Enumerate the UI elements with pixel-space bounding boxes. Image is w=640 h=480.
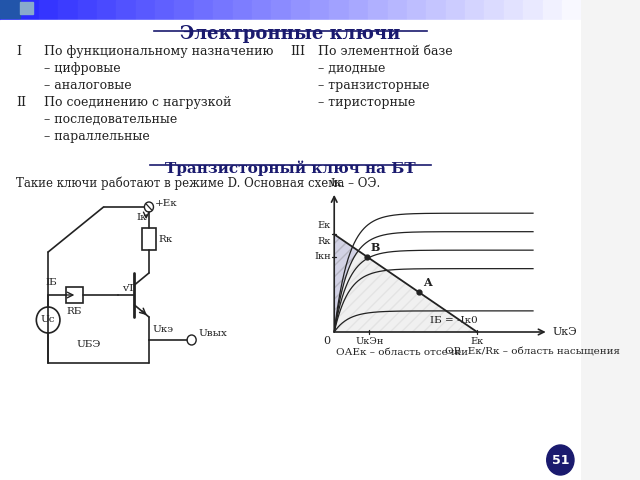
Text: Транзисторный ключ на БТ: Транзисторный ключ на БТ [165,160,416,176]
Text: По соединению с нагрузкой: По соединению с нагрузкой [44,96,231,109]
Bar [213,0,234,20]
Text: – параллельные: – параллельные [44,130,149,143]
Bar [523,0,543,20]
Text: По элементной базе: По элементной базе [318,45,452,58]
Text: UкЭ: UкЭ [552,327,577,337]
Bar [426,0,447,20]
Text: – последовательные: – последовательные [44,113,177,126]
Bar [155,0,175,20]
Text: RБ: RБ [67,307,82,316]
Text: Iк: Iк [136,213,147,221]
Bar [407,0,427,20]
Text: 0: 0 [323,336,331,346]
Bar [387,0,408,20]
Text: Uвых: Uвых [198,329,227,338]
Text: Такие ключи работают в режиме D. Основная схема – ОЭ.: Такие ключи работают в режиме D. Основна… [17,177,381,191]
Bar [445,0,466,20]
Text: Iкн: Iкн [314,252,331,261]
Bar [77,0,98,20]
Text: +Ек: +Ек [156,200,178,208]
Bar [20,2,33,14]
Text: Eк: Eк [317,221,331,230]
Bar [194,0,214,20]
Bar [504,0,524,20]
Text: III: III [291,45,306,58]
Bar [484,0,505,20]
Text: ОВ  Eк/Rк – область насыщения: ОВ Eк/Rк – область насыщения [445,348,620,357]
Bar [174,0,195,20]
Text: B: B [371,242,380,253]
Text: Uс: Uс [41,315,56,324]
Bar [291,0,311,20]
Text: IБ = -Iк0: IБ = -Iк0 [431,316,478,324]
Text: A: A [423,277,431,288]
Text: По функциональному назначению: По функциональному назначению [44,45,273,58]
Bar [252,0,272,20]
Text: UБЭ: UБЭ [77,340,101,349]
Text: vT: vT [122,284,134,293]
Bar [310,0,330,20]
Text: – аналоговые: – аналоговые [44,79,131,92]
Bar [116,0,136,20]
Circle shape [547,445,574,475]
Text: – транзисторные: – транзисторные [318,79,429,92]
Text: – цифровые: – цифровые [44,62,120,75]
Text: Iк: Iк [330,178,342,188]
Text: Электронные ключи: Электронные ключи [180,25,401,43]
Bar [368,0,388,20]
Bar [141,228,156,250]
Text: I: I [17,45,21,58]
Bar [271,0,292,20]
Bar [349,0,369,20]
Text: Rк: Rк [159,235,173,243]
Bar [330,0,349,20]
Text: Eк: Eк [470,337,484,346]
Bar [562,0,582,20]
Text: UкЭн: UкЭн [355,337,383,346]
Text: ОАЕк – область отсечки: ОАЕк – область отсечки [336,348,468,357]
Bar [67,287,83,303]
Bar [232,0,253,20]
Bar [543,0,563,20]
Text: IБ: IБ [45,278,57,287]
Text: – тиристорные: – тиристорные [318,96,415,109]
Text: – диодные: – диодные [318,62,385,75]
Bar [39,0,59,20]
Bar [136,0,156,20]
Text: 51: 51 [552,454,569,467]
Bar [465,0,485,20]
Bar [0,0,20,20]
Bar [0,0,20,18]
Text: Uкэ: Uкэ [152,324,173,334]
Text: II: II [17,96,26,109]
Text: Rк: Rк [317,237,331,246]
Bar [58,0,79,20]
Bar [97,0,117,20]
Bar [19,0,40,20]
